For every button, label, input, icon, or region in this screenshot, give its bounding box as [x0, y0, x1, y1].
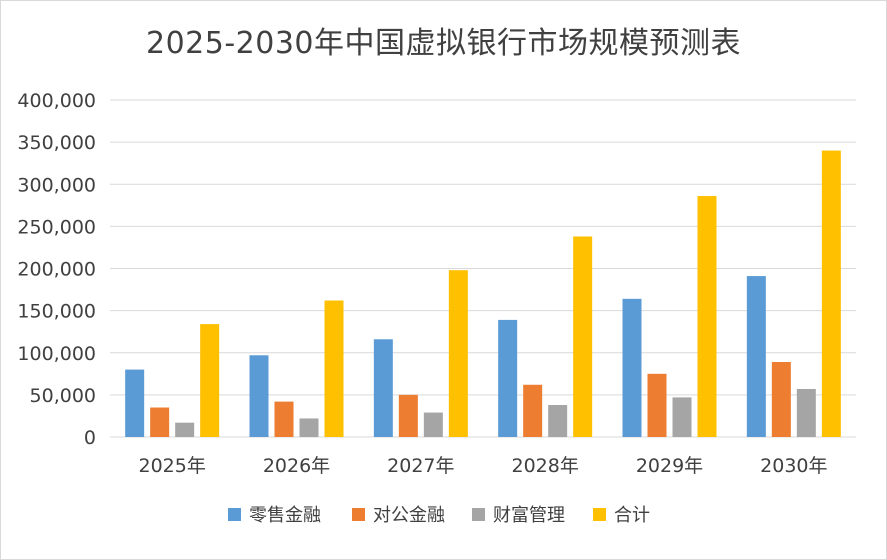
bar: [622, 298, 642, 437]
bar: [175, 422, 195, 437]
bar: [796, 388, 816, 437]
bar: [647, 373, 667, 437]
x-tick-label: 2025年: [138, 455, 205, 477]
bar: [274, 401, 294, 437]
x-tick-label: 2026年: [263, 455, 330, 477]
y-tick-label: 0: [84, 427, 96, 449]
legend-label: 对公金融: [373, 505, 445, 526]
x-tick-label: 2028年: [511, 455, 578, 477]
bar: [200, 324, 220, 437]
bar: [373, 339, 393, 437]
bar: [498, 319, 518, 437]
bar: [299, 418, 319, 437]
bar: [771, 362, 791, 437]
bar: [672, 397, 692, 437]
legend-swatch: [352, 508, 365, 521]
y-tick-label: 200,000: [17, 259, 96, 281]
legend-swatch: [472, 508, 485, 521]
x-tick-label: 2030年: [760, 455, 827, 477]
y-tick-label: 400,000: [17, 90, 96, 112]
legend-label: 零售金融: [249, 505, 321, 526]
y-tick-label: 100,000: [17, 343, 96, 365]
bar: [697, 196, 717, 437]
legend-label: 财富管理: [493, 505, 565, 526]
bar: [324, 300, 344, 437]
bar: [150, 407, 170, 437]
x-tick-label: 2027年: [387, 455, 454, 477]
legend-swatch: [593, 508, 606, 521]
y-tick-label: 50,000: [30, 385, 96, 407]
bar: [423, 412, 443, 437]
x-tick-label: 2029年: [636, 455, 703, 477]
bar: [249, 355, 269, 437]
bar: [398, 394, 418, 437]
y-tick-label: 350,000: [17, 132, 96, 154]
bar: [548, 404, 568, 437]
bar: [448, 270, 468, 437]
y-tick-label: 150,000: [17, 301, 96, 323]
chart-title: 2025-2030年中国虚拟银行市场规模预测表: [145, 26, 742, 61]
legend-swatch: [228, 508, 241, 521]
bar: [523, 384, 543, 437]
y-tick-label: 250,000: [17, 216, 96, 238]
bar: [573, 236, 593, 437]
bar: [746, 276, 766, 437]
y-tick-label: 300,000: [17, 174, 96, 196]
bar: [125, 369, 145, 437]
legend-label: 合计: [614, 505, 650, 526]
bar: [821, 150, 841, 438]
